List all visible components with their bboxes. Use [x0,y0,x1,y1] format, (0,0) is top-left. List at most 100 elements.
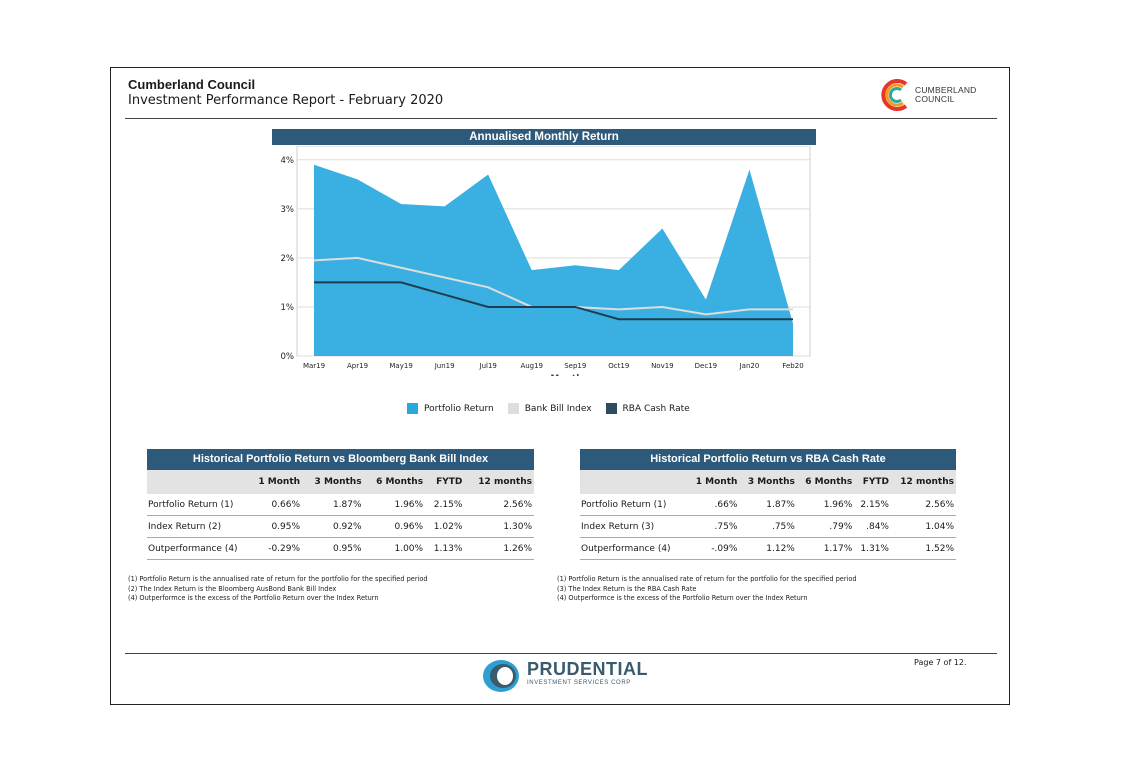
cumberland-logo: CUMBERLAND COUNCIL [879,76,979,114]
y-tick-label: 3% [281,205,295,215]
cell: 0.96% [363,515,426,538]
cell: Index Return (3) [580,515,688,538]
table-row: Index Return (3) .75% .75% .79% .84% 1.0… [580,515,956,538]
cell: .84% [854,515,891,538]
logo-text: CUMBERLAND COUNCIL [915,86,977,104]
cell: 1.96% [796,494,855,516]
table-bank-bill-title: Historical Portfolio Return vs Bloomberg… [147,449,534,470]
prudential-subtitle: INVESTMENT SERVICES CORP [527,680,631,686]
cell: -0.29% [247,537,303,560]
table-row: Index Return (2) 0.95% 0.92% 0.96% 1.02%… [147,515,534,538]
footnote: (4) Outperformce is the excess of the Po… [128,594,379,602]
legend-label-bank-bill: Bank Bill Index [524,403,592,414]
cell: Portfolio Return (1) [580,494,688,516]
table-rba-grid: 1 Month 3 Months 6 Months FYTD 12 months… [580,470,956,560]
cell: .66% [688,494,740,516]
col-header [147,470,247,494]
col-header: 1 Month [247,470,303,494]
cell: 1.17% [796,537,855,560]
x-tick-label: May19 [389,362,412,370]
report-page: Cumberland Council Investment Performanc… [110,67,1010,705]
cell: 1.12% [739,537,797,560]
series-rba-line [314,281,793,321]
x-axis-label: Month [550,374,582,376]
x-tick-label: Oct19 [608,362,629,370]
table-rba: Historical Portfolio Return vs RBA Cash … [580,449,956,560]
table-header-row: 1 Month 3 Months 6 Months FYTD 12 months [580,470,956,494]
legend-item-rba: RBA Cash Rate [605,403,690,414]
cell: 2.56% [464,494,534,516]
x-tick-label: Sep19 [564,362,586,370]
chart-legend: Portfolio Return Bank Bill Index RBA Cas… [407,403,690,414]
header-divider [125,118,997,119]
cell: 0.66% [247,494,303,516]
cell: 2.15% [425,494,465,516]
cell: 1.00% [363,537,426,560]
col-header: 1 Month [688,470,740,494]
y-tick-label: 0% [281,352,295,362]
table-bank-bill: Historical Portfolio Return vs Bloomberg… [147,449,534,560]
table-bank-bill-grid: 1 Month 3 Months 6 Months FYTD 12 months… [147,470,534,560]
legend-swatch-rba [605,403,617,414]
col-header: 12 months [464,470,534,494]
cell: Outperformance (4) [580,537,688,560]
page-number: Page 7 of 12. [914,658,967,667]
cell: 1.96% [363,494,426,516]
cell: .75% [688,515,740,538]
x-tick-label: Apr19 [347,362,368,370]
prudential-logo-icon [483,660,519,692]
cell: -.09% [688,537,740,560]
col-header [580,470,688,494]
x-tick-label: Jul19 [479,362,497,370]
x-tick-label: Dec19 [695,362,717,370]
report-subtitle: Investment Performance Report - February… [128,93,444,108]
council-title: Cumberland Council [128,77,256,92]
prudential-name: PRUDENTIAL [527,659,648,679]
x-tick-label: Aug19 [520,362,543,370]
cell: 0.92% [302,515,364,538]
x-tick-label: Nov19 [651,362,674,370]
logo-text-line2: COUNCIL [915,94,955,104]
cell: 1.13% [425,537,465,560]
cell: 1.30% [464,515,534,538]
table-header-row: 1 Month 3 Months 6 Months FYTD 12 months [147,470,534,494]
legend-item-portfolio: Portfolio Return [407,403,494,414]
cell: 1.02% [425,515,465,538]
table-row: Portfolio Return (1) .66% 1.87% 1.96% 2.… [580,494,956,516]
col-header: 6 Months [363,470,426,494]
cumberland-logo-icon [881,79,908,111]
cell: .75% [739,515,797,538]
x-tick-label: Mar19 [303,362,325,370]
footer-divider [125,653,997,654]
cell: 2.56% [890,494,956,516]
footnote: (4) Outperformce is the excess of the Po… [557,594,808,602]
y-tick-label: 1% [281,303,295,313]
annualised-return-chart: 0% 1% 2% 3% 4% Mar19 Apr19 May19 Jun19 Jul19 Aug19… [281,146,811,376]
col-header: FYTD [425,470,465,494]
cell: 0.95% [302,537,364,560]
footnote: (2) The Index Return is the Bloomberg Au… [128,584,337,593]
x-tick-label: Jun19 [434,362,455,370]
cell: 1.52% [890,537,956,560]
legend-label-portfolio: Portfolio Return [424,403,494,414]
col-header: FYTD [854,470,891,494]
x-tick-label: Jan20 [739,362,760,370]
table-bank-bill-notes: (1) Portfolio Return is the annualised r… [128,575,428,604]
logo-text-line1: CUMBERLAND [915,85,977,95]
cell: 1.04% [890,515,956,538]
cell: 2.15% [854,494,891,516]
col-header: 6 Months [796,470,855,494]
cell: Index Return (2) [147,515,247,538]
y-tick-label: 4% [281,156,295,166]
y-tick-label: 2% [281,254,295,264]
chart-title: Annualised Monthly Return [272,129,816,145]
prudential-logo: PRUDENTIAL INVESTMENT SERVICES CORP [481,657,651,697]
footnote: (1) Portfolio Return is the annualised r… [128,575,428,583]
table-row: Outperformance (4) -.09% 1.12% 1.17% 1.3… [580,537,956,560]
col-header: 12 months [890,470,956,494]
legend-swatch-portfolio [407,403,418,414]
table-row: Portfolio Return (1) 0.66% 1.87% 1.96% 2… [147,494,534,516]
table-rba-title: Historical Portfolio Return vs RBA Cash … [580,449,956,470]
footnote: (3) The Index Return is the RBA Cash Rat… [557,584,697,593]
cell: 1.26% [464,537,534,560]
